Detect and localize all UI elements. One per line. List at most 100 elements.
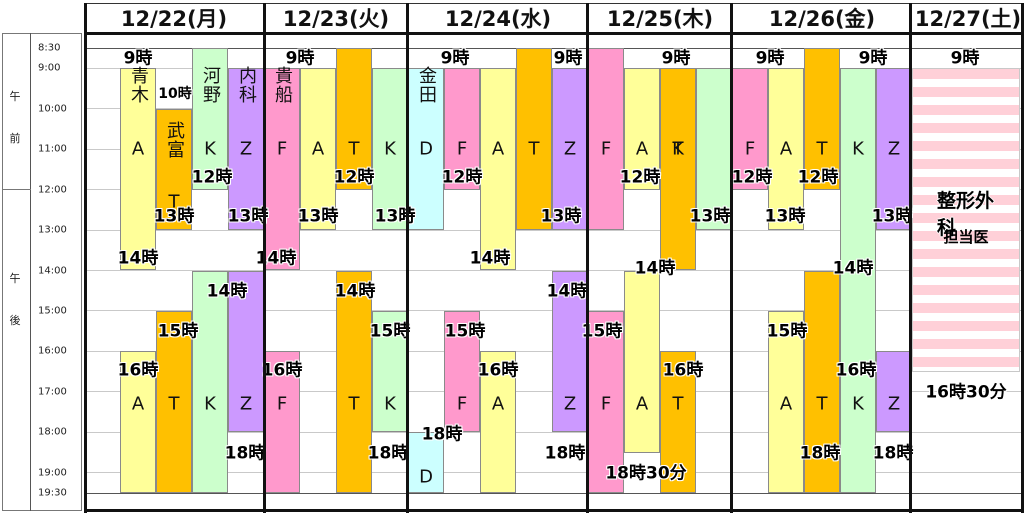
doctor-code-label: T (348, 138, 360, 160)
saturday-department-subtitle: 担当医 (943, 228, 989, 246)
schedule-bar (624, 270, 660, 453)
bottom-line (84, 509, 1024, 512)
time-marker-label: 12時 (441, 167, 483, 188)
doctor-name-label: 武富 (164, 120, 185, 159)
time-row-label: 14:00 (38, 265, 67, 276)
day-separator (84, 3, 87, 513)
hour-gridline (84, 472, 1024, 473)
time-column-frame (2, 33, 82, 511)
doctor-name-label: 青木 (128, 66, 149, 105)
doctor-code-label: Z (239, 138, 253, 160)
doctor-code-label: Z (239, 393, 253, 415)
day-header: 12/25(木) (606, 7, 714, 31)
day-header: 12/27(土) (914, 7, 1022, 31)
schedule-bar (480, 68, 516, 271)
schedule-bar (192, 48, 228, 190)
doctor-code-label: A (491, 393, 505, 415)
time-marker-label: 12時 (797, 167, 839, 188)
time-marker-label: 18時 (367, 443, 409, 464)
doctor-code-label: F (456, 393, 468, 415)
schedule-bar (444, 310, 480, 433)
time-marker-label: 18時 (544, 443, 586, 464)
time-marker-label: 15時 (581, 321, 623, 342)
doctor-code-label: T (816, 393, 828, 415)
doctor-code-label: A (131, 138, 145, 160)
doctor-code-label: K (384, 138, 396, 160)
doctor-code-label: A (635, 138, 649, 160)
time-marker-label: 14時 (546, 281, 588, 302)
time-row-label: 18:00 (38, 426, 67, 438)
doctor-code-label: T (528, 138, 540, 160)
day-header: 12/22(月) (120, 7, 228, 31)
schedule-bar (156, 310, 192, 493)
time-row-label: 19:30 (38, 487, 67, 499)
schedule-bar (840, 68, 876, 493)
time-marker-label: 12時 (619, 167, 661, 188)
doctor-code-label: Z (887, 138, 901, 160)
time-marker-label: 18時 (421, 424, 463, 445)
time-marker-label: 14時 (469, 248, 511, 269)
time-marker-label: 16時30分 (925, 382, 1007, 403)
doctor-code-label: F (456, 138, 468, 160)
time-marker-label: 15時 (444, 321, 486, 342)
schedule-bar (624, 68, 660, 190)
schedule-bar (768, 310, 804, 493)
schedule-bar (300, 68, 336, 231)
time-marker-label: 13時 (153, 206, 195, 227)
doctor-code-label: A (131, 393, 145, 415)
schedule-bar (732, 68, 768, 190)
time-row-label: 15:00 (38, 305, 67, 317)
time-marker-label: 16時 (117, 360, 159, 381)
time-marker-label: 15時 (766, 321, 808, 342)
header-top-line (84, 3, 1024, 4)
day-separator (730, 3, 733, 513)
schedule-bar (768, 68, 804, 231)
schedule-bar (660, 351, 696, 493)
time-marker-label: 9時 (440, 48, 470, 69)
doctor-code-label: F (600, 393, 612, 415)
time-marker-label: 9時 (123, 48, 153, 69)
time-row-label: 10:00 (38, 103, 67, 115)
schedule-bar (876, 351, 912, 433)
doctor-name-label: 内科 (236, 66, 257, 105)
time-marker-label: 9時 (755, 48, 785, 69)
afternoon-label: 午 (9, 272, 21, 285)
schedule-bar (228, 270, 264, 433)
doctor-code-label: Z (563, 393, 577, 415)
time-marker-label: 9時 (950, 48, 980, 69)
doctor-code-label: T (816, 138, 828, 160)
time-marker-label: 18時30分 (605, 463, 687, 484)
time-marker-label: 18時 (224, 443, 266, 464)
schedule-bar (336, 48, 372, 190)
schedule-bar (444, 68, 480, 190)
doctor-code-label: Z (563, 138, 577, 160)
doctor-code-label: Z (887, 393, 901, 415)
doctor-code-label: F (276, 138, 288, 160)
time-row-label: 19:00 (38, 467, 67, 479)
day-separator (909, 3, 912, 513)
doctor-code-label: F (276, 393, 288, 415)
saturday-department-title: 整形外科 (937, 190, 995, 239)
doctor-code-label: K (204, 393, 216, 415)
doctor-code-label: A (635, 393, 649, 415)
time-row-label: 12:00 (38, 184, 67, 196)
doctor-code-label: F (744, 138, 756, 160)
time-marker-label: 13時 (540, 206, 582, 227)
morning-label: 前 (9, 132, 21, 145)
time-marker-label: 16時 (261, 360, 303, 381)
hour-gridline (84, 230, 1024, 231)
hour-gridline (84, 493, 1024, 494)
schedule-bar (804, 48, 840, 190)
time-marker-label: 13時 (764, 206, 806, 227)
schedule-bar (264, 68, 300, 271)
day-header: 12/26(金) (768, 7, 876, 31)
schedule-bar (912, 68, 1020, 372)
time-marker-label: 14時 (832, 258, 874, 279)
time-row-label: 17:00 (38, 386, 67, 398)
schedule-bar (336, 270, 372, 493)
time-row-label: 11:00 (38, 143, 67, 155)
day-separator (586, 3, 589, 513)
time-marker-label: 16時 (835, 360, 877, 381)
time-marker-label: 14時 (117, 248, 159, 269)
